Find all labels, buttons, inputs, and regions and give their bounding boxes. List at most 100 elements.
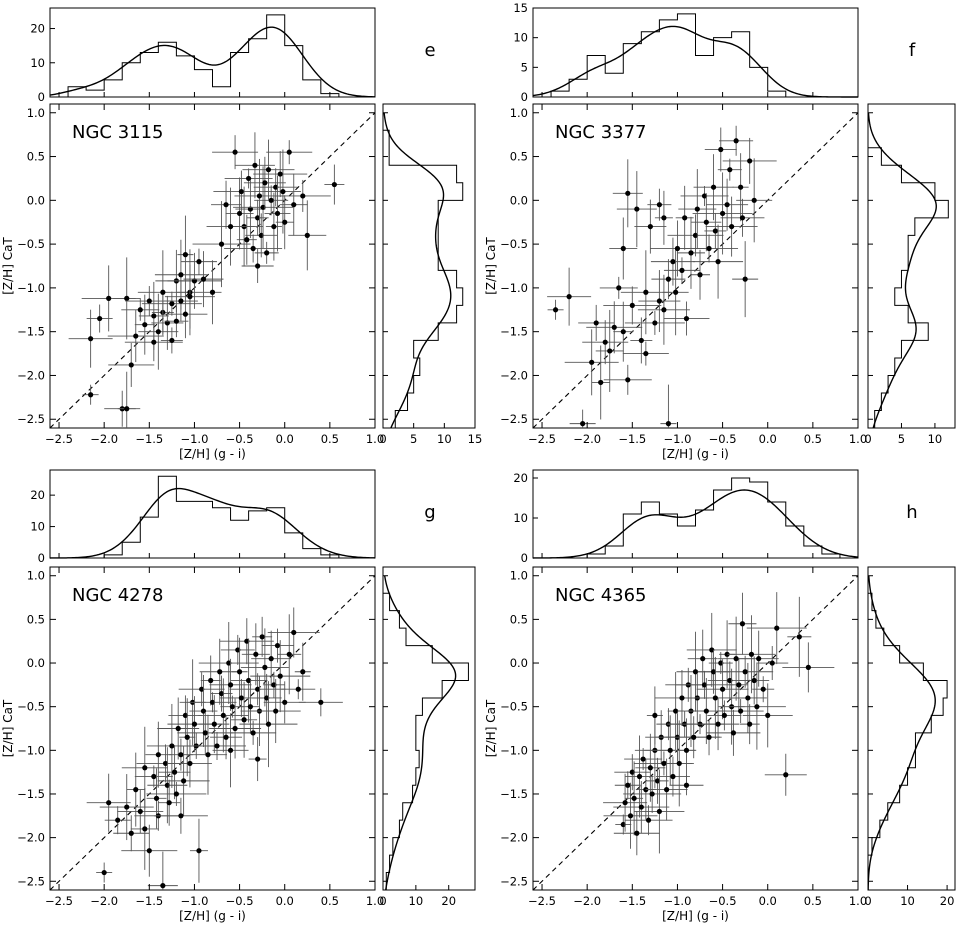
data-point (318, 699, 324, 705)
data-point (142, 322, 148, 328)
galaxy-label: NGC 3115 (72, 122, 164, 143)
data-point (670, 773, 676, 780)
data-point (191, 278, 198, 284)
data-point (719, 210, 726, 217)
data-point (241, 717, 247, 723)
x-tick-label: −2.0 (573, 432, 601, 446)
right-fit-curve (868, 575, 936, 890)
data-point (181, 778, 187, 784)
data-point (620, 329, 626, 335)
data-point (97, 315, 103, 322)
top-hist-ytick-label: 10 (513, 511, 528, 525)
x-tick-label: −2.5 (528, 894, 556, 908)
scatter-frame (532, 566, 859, 891)
data-point (745, 695, 751, 701)
data-point (756, 656, 762, 662)
data-point (88, 336, 94, 342)
right-hist-xtick-label: 0 (864, 894, 871, 908)
data-point (211, 721, 217, 727)
data-point (268, 656, 274, 662)
data-point (247, 704, 254, 710)
data-point (260, 204, 266, 210)
data-point (220, 712, 226, 719)
data-point (654, 778, 661, 784)
data-point (229, 704, 235, 710)
data-point (611, 324, 617, 330)
data-point (236, 210, 243, 217)
y-axis-label: [Z/H] CaT (1, 237, 15, 295)
top-histogram (533, 477, 858, 559)
y-tick-label: 0.5 (27, 150, 45, 164)
y-tick-label: −1.5 (17, 325, 45, 339)
data-point (133, 333, 139, 339)
right-hist-xtick-label: 20 (441, 894, 456, 908)
data-point (703, 708, 709, 714)
data-point (742, 669, 748, 675)
panel-letter: g (424, 502, 435, 523)
data-point (733, 656, 739, 662)
data-point (300, 193, 306, 199)
x-tick-label: 0.0 (759, 432, 777, 446)
data-point (151, 773, 157, 780)
data-point (259, 634, 265, 640)
data-point (712, 695, 718, 701)
x-tick-label: 0.5 (321, 894, 339, 908)
data-point (209, 289, 216, 295)
data-point (246, 175, 252, 182)
x-tick-label: 0.5 (321, 432, 339, 446)
right-hist-xtick-label: 10 (409, 894, 424, 908)
data-point (304, 232, 310, 238)
scatter-frame (49, 103, 376, 429)
y-tick-label: −1.5 (500, 787, 528, 801)
data-point (151, 339, 157, 345)
data-point (200, 276, 207, 282)
data-point (712, 228, 718, 234)
data-point (691, 734, 697, 740)
data-point (250, 730, 256, 736)
top-hist-ytick-label: 5 (521, 60, 528, 74)
data-point (169, 743, 175, 749)
data-point (232, 149, 238, 155)
data-point (649, 791, 655, 797)
data-point (178, 752, 184, 758)
data-point (724, 651, 730, 657)
x-tick-label: −1.0 (663, 432, 691, 446)
data-point (155, 752, 161, 758)
right-histogram (383, 575, 469, 890)
top-hist-frame (532, 469, 859, 559)
data-point (625, 782, 631, 788)
y-axis-label: [Z/H] CaT (484, 237, 498, 295)
data-point (164, 782, 170, 788)
y-tick-label: 0.0 (27, 193, 45, 207)
data-point (701, 682, 708, 688)
data-point (205, 752, 211, 758)
x-tick-label: −2.0 (90, 432, 118, 446)
data-point (286, 651, 292, 657)
data-point (692, 669, 699, 675)
data-point (164, 320, 170, 326)
data-point (101, 869, 107, 876)
top-histogram (50, 14, 375, 98)
data-point (182, 311, 189, 317)
top-fit-curve (49, 487, 376, 559)
x-axis-label: [Z/H] (g - i) (179, 909, 246, 923)
data-point (160, 289, 166, 295)
data-point (638, 337, 644, 344)
right-hist-frame (382, 103, 476, 429)
data-point (253, 651, 259, 657)
data-point (187, 760, 193, 767)
y-tick-label: −1.5 (500, 325, 528, 339)
data-point (133, 787, 139, 793)
data-point (202, 730, 208, 736)
data-point (273, 184, 279, 190)
data-point (796, 634, 802, 640)
right-hist-xtick-label: 0 (864, 432, 871, 446)
y-tick-label: −0.5 (17, 237, 45, 251)
data-point (602, 339, 608, 345)
data-point (282, 219, 288, 225)
top-hist-ytick-label: 15 (513, 1, 528, 15)
x-tick-label: −1.5 (135, 432, 163, 446)
top-histogram (50, 475, 375, 559)
data-point (151, 313, 157, 319)
data-point (217, 669, 223, 675)
